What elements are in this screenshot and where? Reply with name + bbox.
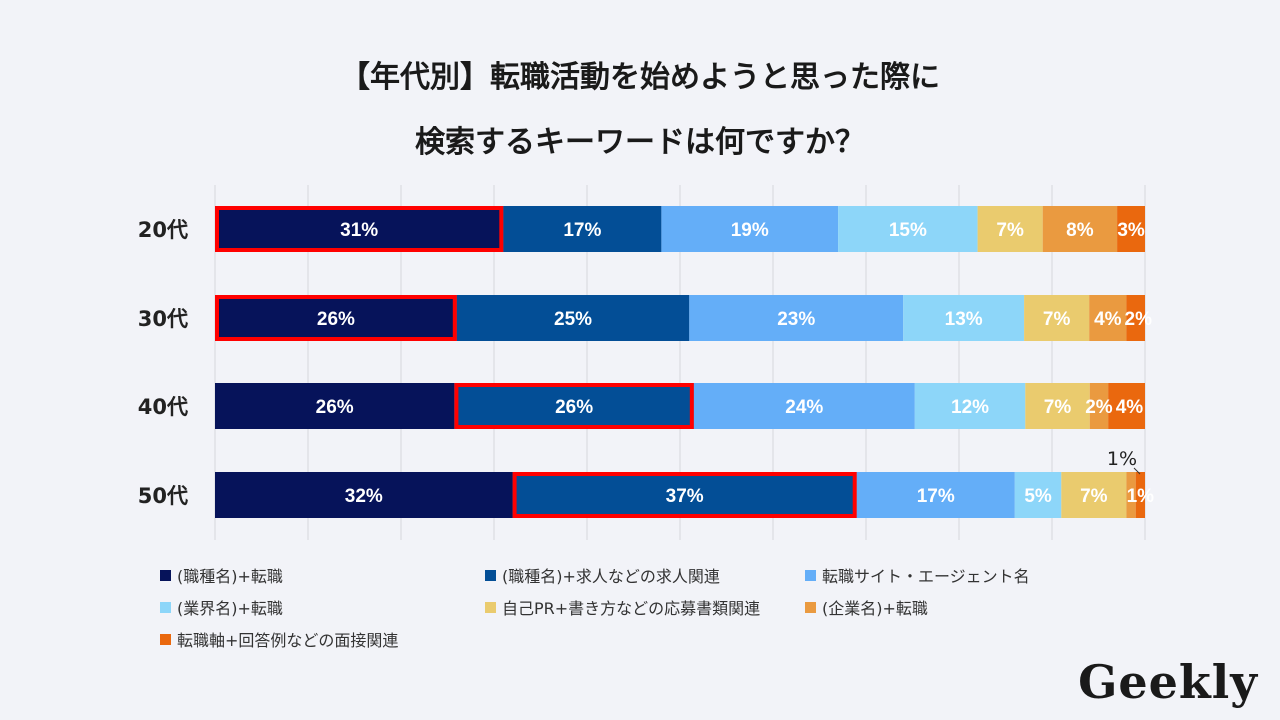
data-label: 1% [1127, 486, 1155, 507]
legend-swatch [485, 601, 496, 613]
data-label: 13% [945, 309, 983, 330]
legend-label: (業界名)+転職 [177, 599, 283, 618]
data-label: 19% [731, 220, 769, 241]
bar-segment [1126, 295, 1145, 341]
highlight-box [215, 295, 457, 341]
bar-segment [1089, 383, 1109, 429]
bar-segment [512, 472, 857, 518]
category-label: 20代 [138, 218, 188, 242]
data-label: 4% [1116, 397, 1144, 418]
bar-segment [1126, 472, 1136, 518]
legend-swatch [485, 569, 496, 581]
data-label: 26% [555, 397, 593, 418]
data-label: 3% [1117, 220, 1145, 241]
data-label: 7% [1080, 486, 1108, 507]
chart-title-line1: 【年代別】転職活動を始めようと思った際に [340, 60, 940, 95]
bar-segment [914, 383, 1026, 429]
legend-label: (企業名)+転職 [822, 599, 928, 618]
bar-segment [693, 383, 915, 429]
legend-item: (企業名)+転職 [805, 595, 928, 619]
bar-segment [1135, 472, 1145, 518]
legend-swatch [160, 601, 171, 613]
bar-segment [503, 206, 662, 252]
legend-swatch [160, 569, 171, 581]
callout-label: 1% [1107, 448, 1137, 470]
data-label: 26% [316, 397, 354, 418]
data-label: 2% [1085, 397, 1113, 418]
bar-segment [456, 295, 690, 341]
legend-swatch [805, 601, 816, 613]
bar-segment [454, 383, 694, 429]
legend-label: (職種名)+求人などの求人関連 [502, 567, 720, 586]
data-label: 5% [1024, 486, 1052, 507]
legend-swatch [160, 633, 171, 645]
data-label: 7% [1043, 309, 1071, 330]
bar-segment [903, 295, 1025, 341]
bar-segment [1089, 295, 1127, 341]
bar-segment [1108, 383, 1145, 429]
legend-label: 転職軸+回答例などの面接関連 [177, 631, 399, 650]
bar-segment [1117, 206, 1145, 252]
data-label: 8% [1066, 220, 1094, 241]
highlight-box [454, 383, 694, 429]
legend-label: 自己PR+書き方などの応募書類関連 [502, 599, 761, 618]
bar-segment [215, 472, 513, 518]
legend-label: (職種名)+転職 [177, 567, 283, 586]
bar-segment [661, 206, 839, 252]
data-label: 37% [666, 486, 704, 507]
data-label: 24% [785, 397, 823, 418]
bar-segment [215, 206, 504, 252]
legend-item: 自己PR+書き方などの応募書類関連 [485, 595, 760, 619]
bar-segment [215, 383, 455, 429]
data-label: 17% [917, 486, 955, 507]
data-label: 31% [340, 220, 378, 241]
data-label: 4% [1094, 309, 1122, 330]
data-label: 23% [777, 309, 815, 330]
data-label: 15% [889, 220, 927, 241]
legend-item: 転職サイト・エージェント名 [805, 563, 1030, 587]
bar-segment [1042, 206, 1118, 252]
bar-segment [977, 206, 1043, 252]
data-label: 12% [951, 397, 989, 418]
legend-item: (職種名)+求人などの求人関連 [485, 563, 720, 587]
stacked-bar-chart: 20代 31% 17% 19% 15% 7% 8% 3% 30代 26% 25% 23% 13% 7% 4%… [138, 185, 1155, 540]
data-label: 32% [345, 486, 383, 507]
legend-item: (業界名)+転職 [160, 595, 283, 619]
category-label: 30代 [138, 307, 188, 331]
callout-line [1133, 467, 1141, 475]
bar-segment [1014, 472, 1062, 518]
bar-segment [838, 206, 978, 252]
data-label: 25% [554, 309, 592, 330]
data-label: 17% [563, 220, 601, 241]
highlight-box [512, 472, 857, 518]
bar-segment [1025, 383, 1090, 429]
data-label: 2% [1125, 309, 1153, 330]
legend-swatch [805, 569, 816, 581]
bar-segment [1061, 472, 1127, 518]
legend-label: 転職サイト・エージェント名 [822, 567, 1030, 586]
legend-item: (職種名)+転職 [160, 563, 283, 587]
geekly-logo: Geekly [1078, 655, 1258, 709]
category-label: 40代 [138, 395, 188, 419]
category-label: 50代 [138, 484, 188, 508]
highlight-box [215, 206, 504, 252]
bar-segment [689, 295, 904, 341]
bar-segment [1024, 295, 1090, 341]
data-label: 26% [317, 309, 355, 330]
legend-item: 転職軸+回答例などの面接関連 [160, 627, 398, 651]
data-label: 7% [996, 220, 1024, 241]
data-label: 7% [1044, 397, 1072, 418]
chart-title-line2: 検索するキーワードは何ですか？ [415, 125, 865, 160]
bar-segment [215, 295, 457, 341]
bar-segment [856, 472, 1015, 518]
